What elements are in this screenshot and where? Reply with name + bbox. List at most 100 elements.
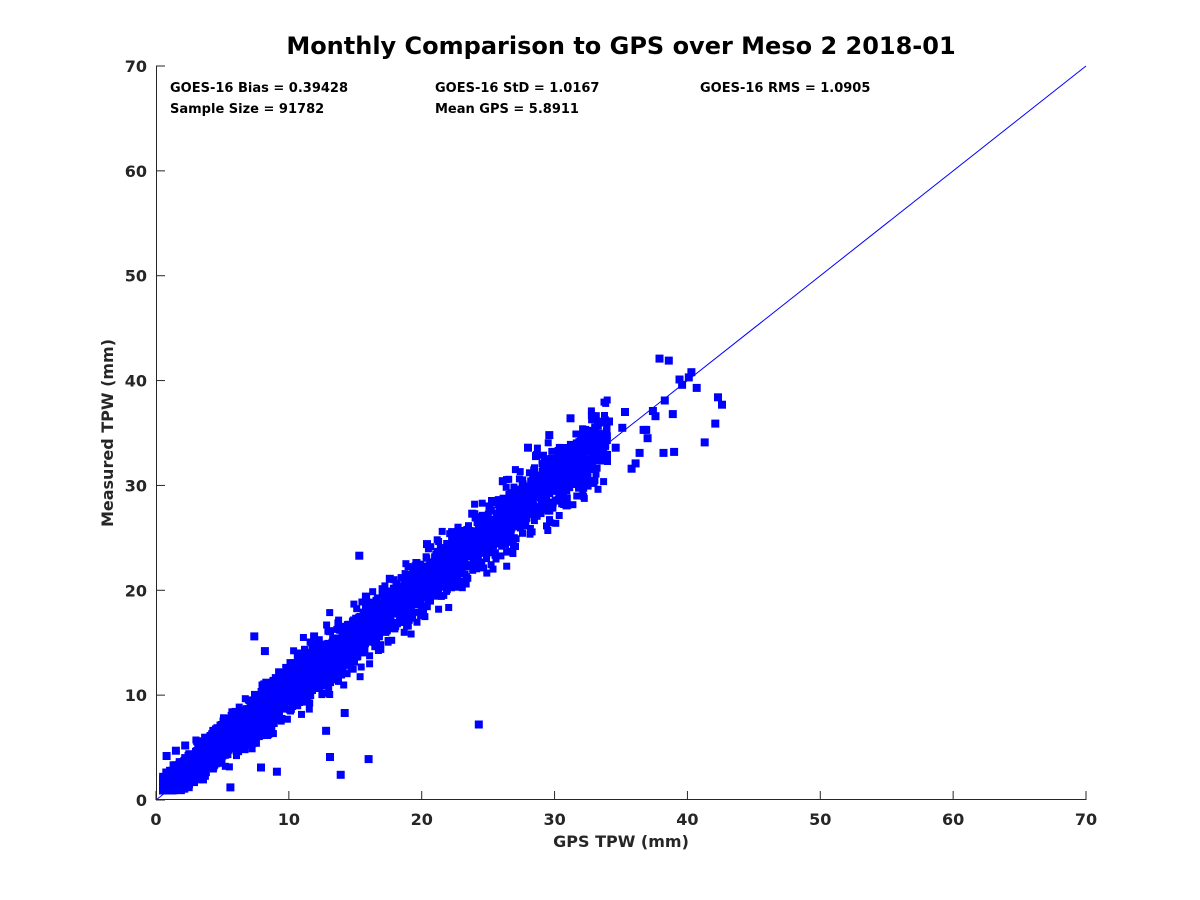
scatter-point [527, 501, 535, 509]
scatter-point [597, 417, 605, 425]
scatter-point [463, 539, 471, 547]
scatter-point [446, 566, 454, 574]
scatter-point [437, 592, 445, 600]
scatter-point [428, 581, 436, 589]
scatter-point [566, 456, 574, 464]
scatter-point [573, 492, 581, 500]
scatter-point [533, 444, 541, 452]
scatter-point [262, 722, 270, 730]
scatter-point [284, 679, 292, 687]
scatter-point [413, 580, 421, 588]
scatter-point [209, 748, 217, 756]
scatter-point [515, 475, 523, 483]
scatter-point [509, 550, 517, 557]
scatter-point [489, 565, 497, 573]
scatter-point [283, 715, 291, 723]
scatter-point [287, 664, 295, 672]
scatter-point [290, 647, 298, 655]
scatter-point [409, 599, 416, 607]
scatter-point [600, 478, 608, 486]
scatter-point [479, 523, 487, 530]
scatter-point [604, 458, 611, 465]
scatter-point [528, 491, 536, 499]
scatter-point [240, 741, 248, 749]
scatter-point [363, 617, 371, 624]
scatter-point [519, 529, 526, 537]
scatter-point [502, 483, 510, 491]
scatter-point [309, 651, 317, 659]
scatter-point [200, 771, 208, 779]
scatter-point [453, 567, 461, 575]
scatter-point [443, 586, 451, 594]
scatter-point [350, 600, 358, 608]
scatter-point [592, 470, 600, 478]
scatter-point [507, 529, 514, 537]
scatter-point [286, 659, 294, 667]
scatter-point [271, 695, 278, 703]
scatter-point [329, 676, 337, 684]
scatter-point [505, 516, 513, 524]
scatter-point [491, 549, 499, 557]
scatter-point [571, 476, 579, 483]
scatter-point [538, 460, 546, 468]
scatter-point [304, 648, 312, 656]
scatter-point [527, 477, 535, 485]
scatter-point [269, 730, 277, 738]
scatter-point [299, 697, 307, 704]
scatter-point [483, 550, 491, 558]
scatter-point [578, 431, 586, 439]
scatter-point [533, 479, 541, 487]
scatter-point [551, 467, 559, 475]
scatter-point [547, 498, 555, 506]
scatter-point [424, 597, 432, 605]
scatter-point [586, 445, 594, 453]
scatter-point [215, 756, 223, 764]
scatter-point [271, 674, 279, 682]
scatter-point [484, 528, 491, 536]
scatter-point [433, 566, 441, 574]
scatter-point [479, 540, 487, 547]
scatter-point [546, 516, 553, 524]
scatter-point [470, 536, 478, 544]
scatter-point [366, 652, 374, 660]
scatter-point [447, 579, 455, 587]
scatter-point [323, 643, 331, 651]
scatter-point [525, 469, 533, 477]
scatter-point [560, 444, 568, 451]
scatter-point [602, 442, 610, 450]
scatter-point [574, 461, 582, 469]
scatter-point [595, 429, 603, 437]
scatter-point [584, 477, 592, 485]
scatter-point [243, 723, 251, 731]
scatter-point [328, 638, 336, 646]
scatter-point [470, 547, 478, 555]
scatter-point [349, 665, 357, 673]
scatter-point [339, 652, 347, 660]
scatter-point [301, 645, 308, 653]
scatter-point [304, 696, 312, 704]
scatter-point [403, 590, 411, 598]
scatter-point [603, 396, 611, 404]
scatter-point [367, 624, 375, 632]
scatter-point [248, 745, 256, 753]
scatter-point [498, 517, 506, 525]
scatter-point [601, 412, 608, 419]
scatter-point [381, 582, 389, 590]
scatter-point [331, 647, 339, 655]
scatter-point [251, 714, 259, 722]
scatter-point [538, 487, 546, 494]
scatter-point [305, 654, 313, 662]
scatter-point [594, 435, 601, 443]
scatter-point [310, 646, 318, 654]
scatter-point [258, 723, 266, 731]
scatter-point [338, 630, 346, 638]
scatter-point [590, 479, 598, 487]
scatter-point [557, 474, 565, 482]
scatter-point [354, 650, 361, 658]
scatter-point [281, 705, 289, 713]
scatter-point [405, 613, 413, 620]
scatter-point [422, 553, 430, 561]
scatter-point [496, 538, 504, 545]
scatter-point [408, 586, 416, 594]
scatter-point [594, 485, 602, 493]
